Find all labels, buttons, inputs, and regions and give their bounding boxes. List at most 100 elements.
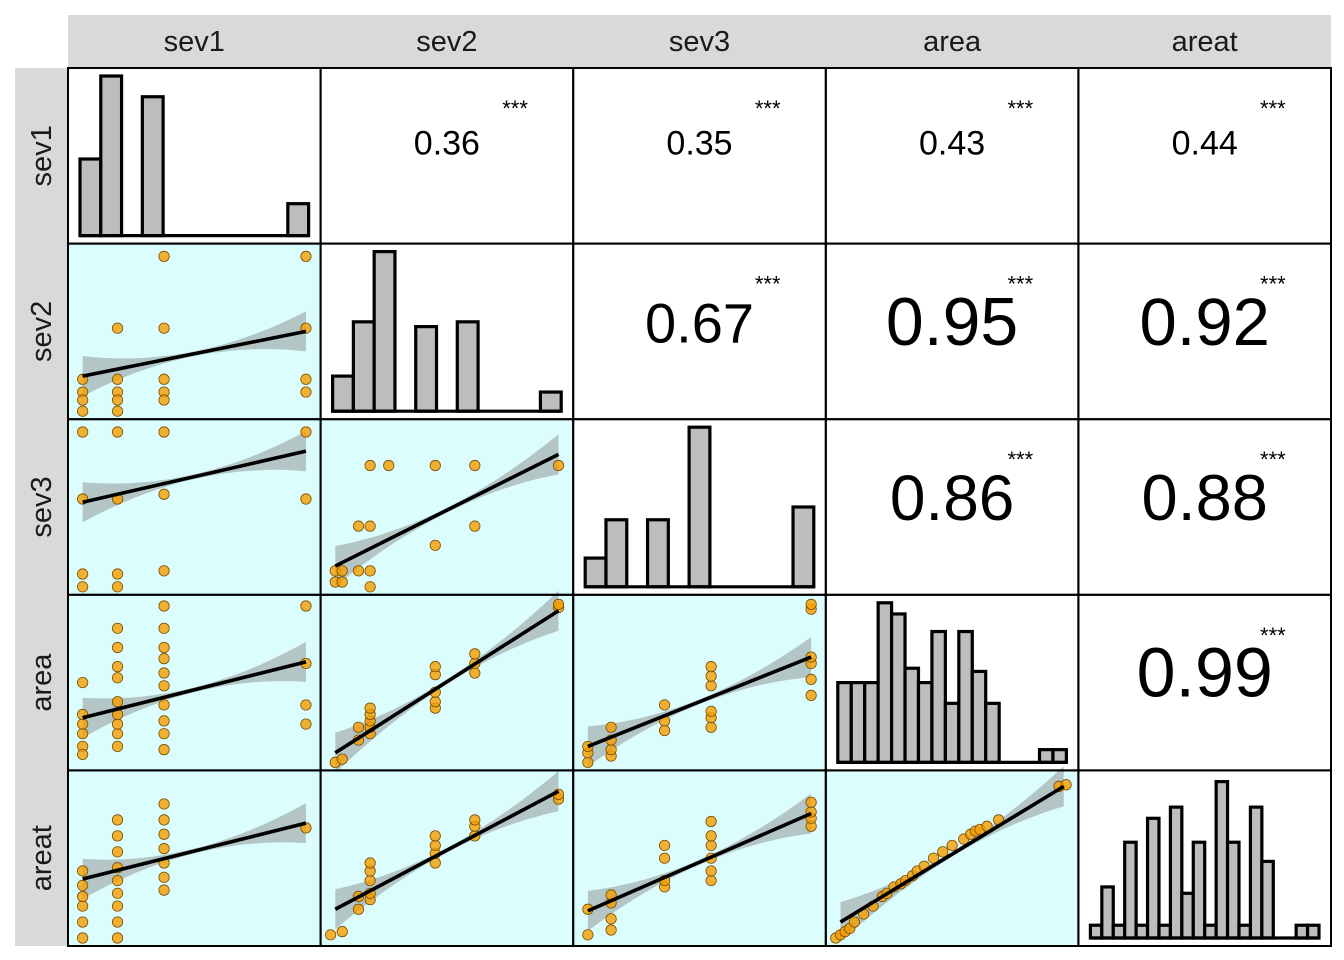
data-point: [605, 744, 617, 756]
data-point: [352, 721, 365, 733]
histogram-bar: [286, 202, 311, 238]
histogram-bar: [889, 612, 907, 764]
data-point: [927, 852, 940, 864]
data-point: [77, 426, 89, 438]
data-point: [582, 756, 594, 769]
data-point: [77, 879, 89, 891]
data-point: [158, 843, 170, 855]
correlation-sev3-area: 0.86***: [890, 447, 1034, 534]
data-point: [429, 539, 441, 551]
histogram-bar: [863, 680, 880, 764]
histogram-bar: [538, 390, 563, 413]
histogram-bar: [1260, 859, 1275, 940]
data-point: [158, 600, 170, 612]
data-point: [77, 900, 89, 912]
data-point: [111, 874, 124, 887]
data-point: [158, 322, 170, 334]
strip-top-label: area: [923, 26, 982, 58]
histogram-bar: [1294, 923, 1310, 940]
data-point: [605, 721, 617, 733]
data-point: [659, 724, 671, 737]
data-point: [705, 815, 717, 828]
significance-stars: ***: [755, 96, 781, 121]
histogram-sev2: [331, 250, 563, 413]
data-point: [158, 394, 170, 406]
data-point: [300, 699, 312, 711]
data-point: [111, 672, 124, 684]
scatter-panel-sev2-sev3: [320, 419, 574, 595]
histogram-bar: [1168, 805, 1184, 940]
fit-line: [82, 660, 307, 720]
correlation-sev2-sev3: 0.67***: [645, 272, 781, 355]
data-point: [158, 488, 170, 500]
significance-stars: ***: [1007, 96, 1033, 121]
data-point: [111, 322, 124, 334]
data-point: [158, 828, 170, 840]
data-point: [805, 598, 817, 610]
data-point: [158, 699, 170, 711]
data-point: [552, 459, 565, 472]
correlation-sev1-area: 0.43 ***: [919, 96, 1034, 163]
correlation-value: 0.88: [1141, 461, 1268, 534]
strip-side-sev1: sev1: [15, 68, 67, 244]
data-point: [77, 890, 89, 903]
histogram-bar: [1157, 923, 1173, 940]
strip-top-label: sev2: [416, 26, 477, 58]
data-point: [705, 670, 717, 682]
strip-side-label: areat: [26, 825, 58, 891]
data-point: [364, 874, 376, 887]
data-point: [158, 814, 170, 826]
correlation-value: 0.43: [919, 125, 985, 163]
data-point: [705, 830, 717, 842]
data-point: [77, 865, 89, 877]
correlation-sev3-areat: 0.88***: [1141, 447, 1286, 534]
data-point: [158, 798, 170, 810]
data-point: [77, 394, 89, 406]
data-point: [364, 581, 376, 593]
data-point: [469, 459, 481, 472]
fit-line: [82, 821, 307, 881]
data-point: [352, 520, 365, 532]
strip-top-area: area: [825, 15, 1079, 67]
histogram-bar: [1214, 779, 1230, 940]
data-point: [158, 250, 170, 262]
histogram-bar: [455, 320, 480, 413]
data-point: [158, 667, 170, 679]
data-point: [111, 740, 124, 753]
data-point: [352, 565, 365, 577]
correlation-area-areat: 0.99***: [1137, 623, 1287, 712]
strip-side-area: area: [15, 594, 67, 771]
data-point: [158, 653, 170, 665]
correlation-value: 0.67: [645, 292, 754, 355]
data-point: [300, 386, 312, 398]
correlation-value: 0.92: [1139, 285, 1269, 360]
data-point: [111, 830, 124, 842]
strip-top-label: sev3: [669, 26, 730, 58]
data-point: [158, 884, 170, 896]
data-point: [158, 715, 170, 727]
histogram-bar: [372, 250, 397, 413]
data-point: [111, 814, 124, 826]
correlation-value: 0.99: [1137, 634, 1273, 712]
data-point: [111, 718, 124, 730]
fit-line: [334, 452, 560, 568]
data-point: [429, 830, 441, 842]
strip-side-bg: [15, 594, 67, 771]
data-point: [469, 814, 481, 826]
histogram-bar: [1111, 923, 1127, 940]
scatter-panel-sev1-sev2: [68, 243, 321, 420]
histogram-bar: [687, 425, 712, 589]
strip-top-bg: [320, 15, 574, 67]
correlation-sev1-sev3: 0.35 ***: [666, 96, 781, 163]
data-point: [77, 932, 89, 944]
data-point: [364, 857, 376, 869]
panel-bg: [320, 419, 574, 595]
data-point: [336, 926, 348, 938]
strip-top-bg: [573, 15, 826, 67]
histogram-bar: [1100, 885, 1115, 940]
histogram-sev1: [78, 74, 311, 238]
data-point: [111, 932, 124, 944]
data-point: [659, 699, 671, 711]
scatter-panel-area-areat: [825, 766, 1079, 946]
data-point: [383, 459, 395, 472]
